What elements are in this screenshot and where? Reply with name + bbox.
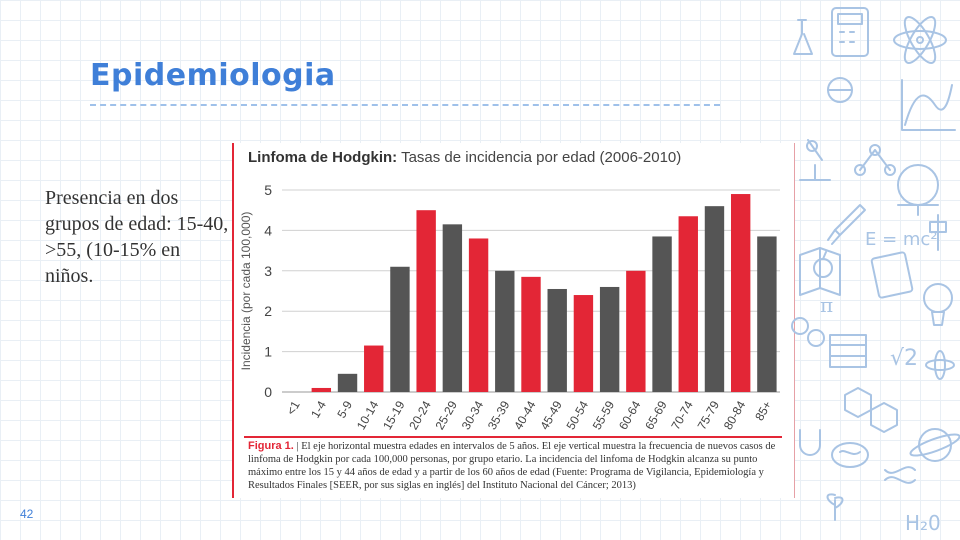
- science-doodles-decoration: E = mc² π √2: [791, 7, 960, 535]
- y-tick-label: 4: [264, 222, 272, 238]
- bar: [730, 194, 751, 392]
- x-tick-label: <1: [284, 398, 303, 417]
- bar: [390, 266, 410, 392]
- emc2-doodle: E = mc²: [865, 229, 938, 250]
- globe-stand-icon: [897, 164, 939, 216]
- lightbulb-icon: [923, 283, 953, 326]
- brain-icon: [831, 442, 869, 468]
- x-tick-label: 85+: [752, 399, 774, 424]
- caption-text: El eje horizontal muestra edades en inte…: [248, 441, 776, 491]
- atom-small-icon: [925, 350, 955, 380]
- sqrt2-doodle: √2: [890, 346, 918, 371]
- chart-title-bold: Linfoma de Hodgkin:: [248, 149, 398, 166]
- x-tick-label: 25-29: [432, 398, 460, 432]
- bar-chart: 0 1 2 3 4 5 <1 1-4 5-910-1415-1920-2425-2930-34…: [239, 182, 780, 432]
- apple-icon: [813, 251, 833, 278]
- caption-separator: |: [296, 441, 299, 452]
- bar: [311, 387, 332, 392]
- x-tick-label: 35-39: [485, 398, 513, 432]
- bar: [599, 286, 620, 392]
- bar: [468, 238, 489, 392]
- book-icon: [799, 247, 841, 296]
- x-tick-label: 65-69: [642, 398, 670, 432]
- bar: [442, 224, 463, 392]
- slide-title: Epidemiologia: [90, 58, 336, 93]
- bar: [416, 210, 436, 392]
- globe-icon: [827, 77, 853, 103]
- plug-icon: [929, 214, 947, 251]
- x-tick-label: 20-24: [406, 398, 434, 432]
- bar: [652, 236, 672, 392]
- calculator-icon: [831, 7, 869, 57]
- bar: [547, 288, 567, 392]
- abacus-icon: [829, 334, 867, 368]
- y-tick-labels: 0 1 2 3 4 5: [264, 182, 272, 400]
- bar: [337, 373, 358, 392]
- bar: [704, 206, 725, 392]
- x-tick-label: 15-19: [380, 398, 408, 432]
- x-tick-label: 40-44: [511, 398, 539, 432]
- y-tick-label: 3: [264, 263, 272, 279]
- rings-icon: [791, 317, 825, 347]
- bar: [364, 345, 384, 392]
- chart-doodle-icon: [901, 79, 956, 131]
- magnet-icon: [799, 429, 821, 456]
- x-tick-label: 50-54: [564, 398, 592, 432]
- chart-title-rest: Tasas de incidencia por edad (2006-2010): [401, 149, 682, 166]
- bar: [757, 236, 777, 392]
- atom-icon: [893, 16, 947, 64]
- caption-rule: [244, 436, 782, 438]
- dna-icon: [884, 466, 916, 484]
- x-tick-label: 70-74: [668, 398, 696, 432]
- x-tick-label: 45-49: [537, 398, 565, 432]
- microscope-icon: [799, 139, 831, 181]
- bar: [573, 295, 594, 392]
- x-tick-label: 30-34: [459, 398, 487, 432]
- x-tick-label: 75-79: [695, 398, 723, 432]
- figure-caption: Figura 1. | El eje horizontal muestra ed…: [248, 440, 784, 492]
- x-tick-label: 60-64: [616, 398, 644, 432]
- bars: [311, 194, 777, 392]
- x-tick-label: 1-4: [308, 398, 329, 420]
- y-tick-label: 0: [264, 384, 272, 400]
- y-tick-label: 5: [264, 182, 272, 198]
- molecule-icon: [854, 144, 896, 176]
- chart-figure: Linfoma de Hodgkin: Tasas de incidencia …: [232, 143, 795, 498]
- caption-label: Figura 1.: [248, 440, 294, 452]
- bar: [521, 276, 541, 392]
- y-axis-label: Incidencia (por cada 100,000): [239, 212, 253, 371]
- h2o-doodle: H₂0: [905, 511, 941, 535]
- y-tick-label: 2: [264, 303, 272, 319]
- body-text: Presencia en dos grupos de edad: 15-40, …: [45, 187, 229, 287]
- x-tick-label: 55-59: [590, 398, 618, 432]
- x-tick-labels: <1 1-4 5-910-1415-1920-2425-2930-3435-3940…: [284, 398, 775, 432]
- x-tick-label: 5-9: [334, 398, 355, 420]
- bar: [678, 216, 698, 392]
- plant-icon: [826, 493, 844, 521]
- page-number: 42: [20, 507, 34, 521]
- flask-icon: [793, 19, 813, 55]
- title-underline: [90, 104, 720, 106]
- molecule-hexagon-icon: [844, 387, 898, 433]
- pi-doodle: π: [820, 293, 833, 317]
- y-tick-label: 1: [264, 344, 272, 360]
- rocket-icon: [827, 204, 866, 245]
- x-tick-label: 10-14: [354, 398, 382, 432]
- planet-icon: [909, 428, 960, 462]
- bar: [626, 270, 646, 392]
- x-tick-label: 80-84: [721, 398, 749, 432]
- notebook-icon: [870, 251, 914, 299]
- bar: [495, 270, 515, 392]
- chart-title: Linfoma de Hodgkin: Tasas de incidencia …: [248, 149, 681, 166]
